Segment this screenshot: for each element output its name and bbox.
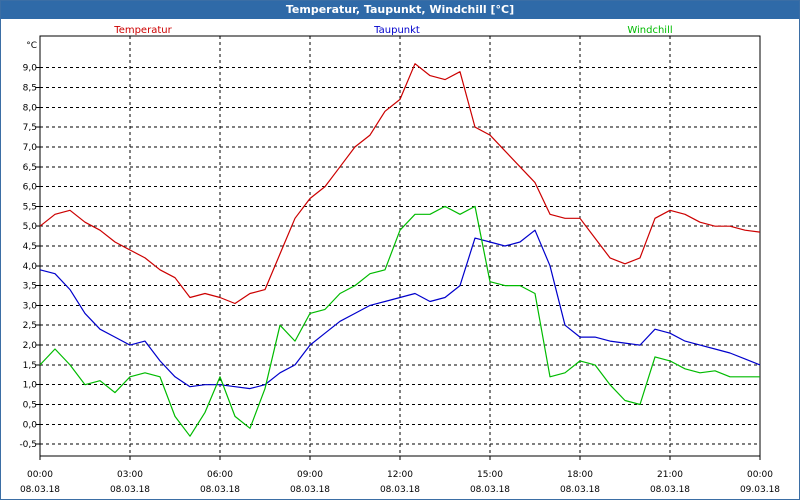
series-line-temperatur [39, 63, 761, 305]
x-tick-date: 08.03.18 [20, 485, 60, 495]
y-tick-label: 7,0 [23, 143, 38, 153]
y-tick-label: 6,0 [23, 183, 38, 193]
y-tick-label: -0,5 [19, 440, 37, 450]
y-tick-label: 8,5 [23, 84, 37, 94]
x-tick-date: 08.03.18 [380, 485, 420, 495]
y-tick-label: 4,5 [23, 242, 37, 252]
x-tick-time: 09:00 [297, 470, 323, 480]
x-tick-date: 09.03.18 [740, 485, 780, 495]
x-tick-time: 12:00 [387, 470, 413, 480]
y-tick-labels: -0,5 0,0 0,5 1,0 1,5 2,0 2,5 3,0 3,5 4,0 4,5 5,0 5,5… [19, 41, 37, 450]
y-tick-label: 0,0 [23, 420, 38, 430]
x-tick-time: 18:00 [567, 470, 593, 480]
x-tick-date: 08.03.18 [290, 485, 330, 495]
y-tick-label: 1,0 [23, 381, 38, 391]
y-tick-label: 3,0 [23, 301, 38, 311]
x-tick-time: 15:00 [477, 470, 503, 480]
y-tick-label: 0,5 [23, 400, 37, 410]
x-tick-labels: 00:00 08.03.18 03:00 08.03.18 06:00 08.03.18 0… [20, 470, 780, 495]
x-tick-date: 08.03.18 [470, 485, 510, 495]
x-tick-time: 03:00 [117, 470, 143, 480]
series-line-taupunkt [39, 229, 761, 390]
y-tick-label: 1,5 [23, 361, 37, 371]
x-tick-date: 08.03.18 [200, 485, 240, 495]
x-tick-time: 06:00 [207, 470, 233, 480]
x-tick-time: 00:00 [27, 470, 53, 480]
y-tick-label: 6,5 [23, 163, 37, 173]
y-axis-unit: °C [26, 41, 37, 51]
y-tick-label: 3,5 [23, 282, 37, 292]
legend: Temperatur Taupunkt Windchill [113, 25, 672, 36]
legend-windchill: Windchill [627, 25, 672, 36]
y-tick-label: 9,0 [23, 64, 38, 74]
x-tick-date: 08.03.18 [650, 485, 690, 495]
x-tick-time: 21:00 [657, 470, 683, 480]
axes [36, 35, 761, 460]
y-tick-label: 2,0 [23, 341, 38, 351]
plot-area [39, 35, 761, 457]
series-lines [39, 63, 761, 437]
y-tick-label: 7,5 [23, 123, 37, 133]
y-tick-label: 8,0 [23, 103, 38, 113]
y-tick-label: 5,0 [23, 222, 38, 232]
series-line-windchill [39, 205, 760, 437]
y-tick-label: 2,5 [23, 321, 37, 331]
y-tick-label: 5,5 [23, 202, 37, 212]
x-tick-date: 08.03.18 [560, 485, 600, 495]
x-tick-time: 00:00 [747, 470, 773, 480]
chart-title: Temperatur, Taupunkt, Windchill [°C] [1, 1, 799, 19]
legend-temperatur: Temperatur [113, 25, 172, 36]
x-tick-date: 08.03.18 [110, 485, 150, 495]
legend-taupunkt: Taupunkt [373, 25, 420, 36]
y-tick-label: 4,0 [23, 262, 38, 272]
